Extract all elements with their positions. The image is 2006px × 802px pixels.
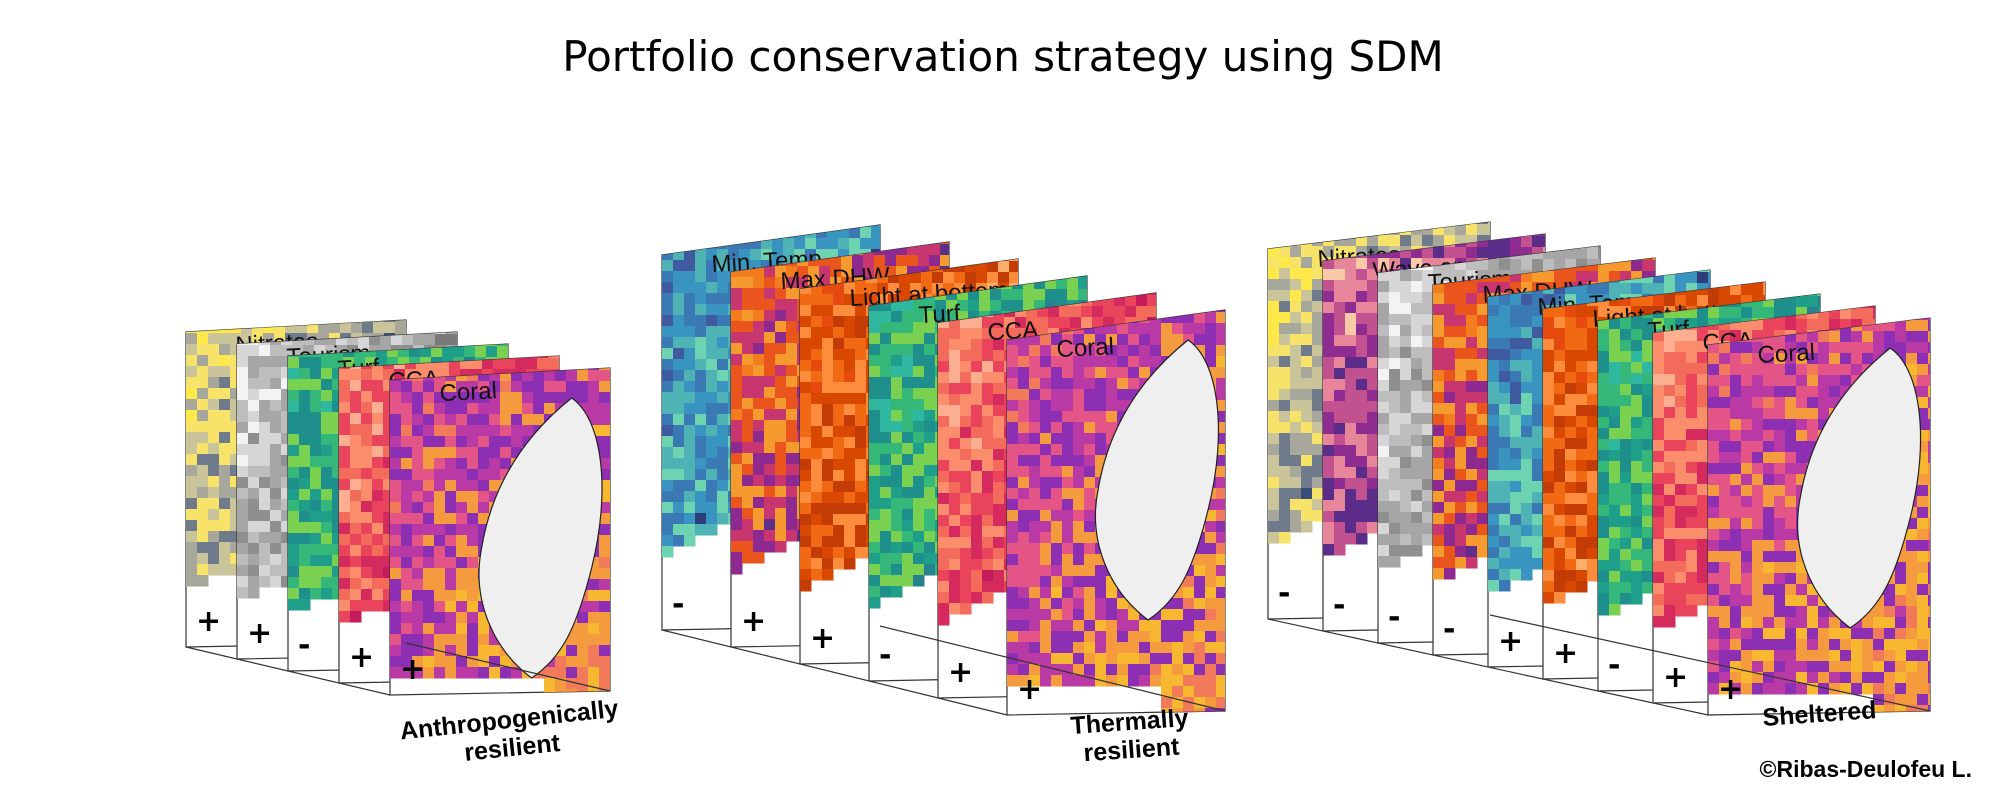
stack-edge bbox=[405, 642, 611, 692]
author-credit: ©Ribas-Deulofeu L. bbox=[1759, 756, 1972, 782]
layer-sign: + bbox=[1017, 672, 1042, 707]
layer-sign: - bbox=[298, 628, 310, 663]
page-title: Portfolio conservation strategy using SD… bbox=[562, 32, 1444, 81]
layer-sign: - bbox=[1443, 612, 1455, 647]
island-shape bbox=[478, 397, 603, 679]
layer-label: Coral bbox=[1056, 333, 1115, 363]
stack-edge bbox=[879, 625, 1226, 712]
layer-sign: + bbox=[741, 604, 766, 639]
layer-sign: - bbox=[1278, 576, 1290, 611]
layer-sign: + bbox=[400, 652, 425, 687]
layer-label: Coral bbox=[1757, 339, 1816, 369]
layer-sign: + bbox=[247, 616, 272, 651]
layer-sign: - bbox=[672, 587, 684, 622]
layer-raster bbox=[390, 368, 610, 695]
stack-edge bbox=[1489, 614, 1931, 712]
layer-sign: + bbox=[349, 640, 374, 675]
map-layer-coral: Coral + bbox=[1707, 317, 1931, 716]
layer-stack-sheltered: Nitrates-Wave energy-Tourism-Max DHW-Min… bbox=[1267, 221, 1931, 732]
stack-caption: resilient bbox=[1083, 733, 1181, 768]
layer-label: Coral bbox=[439, 377, 498, 407]
layer-sign: - bbox=[1333, 588, 1345, 623]
stack-edge bbox=[1267, 618, 1709, 716]
layer-sign: + bbox=[1663, 660, 1688, 695]
layer-sign: + bbox=[1718, 672, 1743, 707]
layer-sign: + bbox=[196, 604, 221, 639]
layer-sign: + bbox=[1553, 636, 1578, 671]
island-shape bbox=[1094, 339, 1220, 621]
stack-edge bbox=[185, 646, 391, 696]
layer-sign: - bbox=[1608, 648, 1620, 683]
layer-stack-thermally-resilient: Min. Temp.-Max DHW+Light at bottom+Turf-… bbox=[661, 224, 1226, 768]
layer-raster bbox=[1007, 310, 1225, 715]
stack-edge bbox=[661, 629, 1008, 716]
layer-sign: + bbox=[1498, 624, 1523, 659]
layer-sign: - bbox=[1388, 600, 1400, 635]
layer-sign: + bbox=[810, 621, 835, 656]
layer-sign: - bbox=[879, 638, 891, 673]
layer-stack-anthropogenically-resilient: Nitrates+Tourism+Turf-CCA+Coral+Anthropo… bbox=[185, 319, 620, 767]
map-layer-coral: Coral + bbox=[389, 367, 611, 696]
layer-sign: + bbox=[948, 655, 973, 690]
layer-raster bbox=[1708, 318, 1930, 715]
island-shape bbox=[1797, 347, 1922, 629]
map-layer-coral: Coral + bbox=[1006, 309, 1226, 716]
